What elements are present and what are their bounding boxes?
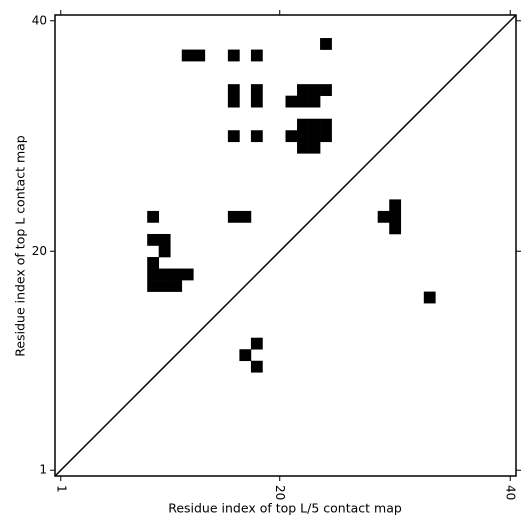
contact-cell	[227, 210, 240, 223]
contact-cell	[250, 95, 263, 108]
contact-cell	[250, 49, 263, 62]
contact-cell	[158, 280, 171, 292]
contact-cell	[308, 130, 321, 143]
contact-cell	[423, 291, 436, 304]
contact-cell	[320, 118, 332, 131]
contact-cell	[147, 268, 160, 281]
contact-cell	[297, 118, 309, 131]
contact-cell	[227, 130, 240, 143]
contact-cell	[297, 141, 309, 154]
contact-cell	[297, 84, 309, 96]
y-tick-label: 40	[32, 13, 47, 27]
contact-cell	[250, 84, 263, 96]
x-tick-label: 1	[54, 485, 68, 493]
contact-cell	[285, 95, 298, 108]
contact-cell	[308, 141, 321, 154]
y-axis-label: Residue index of top L contact map	[13, 135, 28, 356]
contact-cell	[158, 233, 171, 246]
contact-cell	[147, 257, 160, 269]
contact-cell	[250, 130, 263, 143]
contact-cell	[389, 210, 402, 223]
contact-cell	[147, 280, 160, 292]
contact-cell	[285, 130, 298, 143]
x-axis-label: Residue index of top L/5 contact map	[168, 501, 402, 516]
contact-cell	[320, 38, 332, 50]
contact-cell	[308, 95, 321, 108]
contact-cell	[250, 360, 263, 373]
contact-cell	[297, 95, 309, 108]
contact-cell	[193, 49, 206, 62]
y-tick-label: 20	[32, 244, 47, 258]
contact-cell	[297, 130, 309, 143]
x-tick-label: 40	[504, 485, 518, 500]
contact-cell	[170, 280, 183, 292]
contact-cell	[320, 84, 332, 96]
plot-frame	[54, 14, 517, 477]
contact-cell	[147, 210, 160, 223]
y-tick-label: 1	[39, 463, 47, 477]
contact-cell	[239, 210, 252, 223]
contact-cell	[250, 337, 263, 350]
contact-cell	[308, 84, 321, 96]
contact-cell	[170, 268, 183, 281]
contact-cell	[308, 118, 321, 131]
diagonal-line	[54, 14, 517, 477]
contact-cell	[181, 268, 194, 281]
contact-cell	[158, 245, 171, 258]
x-tick-label: 20	[273, 485, 287, 500]
contact-cell	[389, 222, 402, 235]
contact-cell	[227, 49, 240, 62]
contact-cell	[389, 199, 402, 212]
contact-cell	[227, 84, 240, 96]
contact-cell	[158, 268, 171, 281]
contact-cell	[239, 349, 252, 362]
contact-cell	[227, 95, 240, 108]
contact-cell	[181, 49, 194, 62]
contact-cell	[147, 233, 160, 246]
contact-cell	[377, 210, 390, 223]
contact-cell	[320, 130, 332, 143]
